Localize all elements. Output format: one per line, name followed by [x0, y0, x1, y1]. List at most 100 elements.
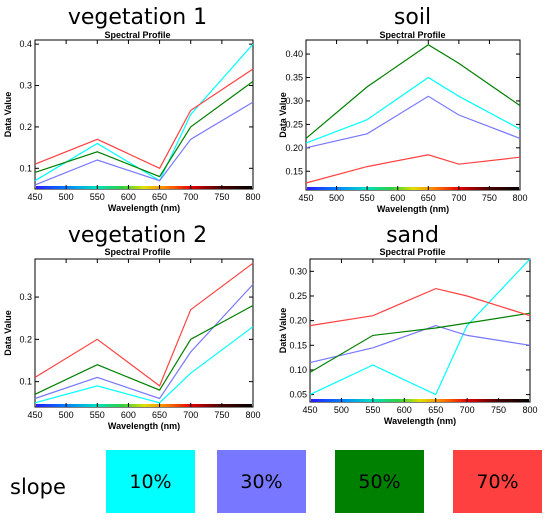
legend-swatch-50: 50% — [335, 450, 424, 513]
series-line-0 — [309, 258, 531, 396]
legend-swatch-70: 70% — [453, 450, 542, 513]
y-tick-label: 0.15 — [289, 340, 307, 350]
x-tick-label: 600 — [390, 193, 405, 203]
x-tick-label: 650 — [428, 405, 443, 415]
y-tick-label: 0.25 — [289, 291, 307, 301]
y-tick-label: 0.3 — [19, 81, 32, 91]
y-tick-label: 0.1 — [19, 163, 32, 173]
spectrum-bar — [36, 404, 252, 407]
x-tick-label: 600 — [121, 192, 136, 202]
chart-panel-vegetation-2: vegetation 2 Spectral Profile 0.1 0.2 0.3 4… — [0, 222, 275, 444]
chart-title: vegetation 2 — [67, 223, 208, 248]
y-tick-label: 0.2 — [19, 122, 32, 132]
x-tick-label: 500 — [59, 410, 74, 420]
x-tick-label: 700 — [183, 410, 198, 420]
chart-subtitle: Spectral Profile — [379, 30, 446, 40]
series-line-2 — [305, 43, 521, 139]
series-line-1 — [34, 283, 254, 400]
x-tick-label: 500 — [334, 405, 349, 415]
x-tick-label: 500 — [59, 192, 74, 202]
x-axis-label: Wavelength (nm) — [108, 421, 180, 431]
x-tick-label: 750 — [214, 410, 229, 420]
x-tick-label: 700 — [183, 192, 198, 202]
x-tick-label: 650 — [421, 193, 436, 203]
chart-title: sand — [386, 223, 439, 248]
legend-swatch-10: 10% — [106, 450, 195, 513]
x-tick-label: 550 — [360, 193, 375, 203]
y-tick-label: 0.10 — [289, 365, 307, 375]
y-tick-label: 0.1 — [19, 377, 32, 387]
series-line-3 — [309, 287, 531, 327]
x-tick-label: 800 — [245, 410, 260, 420]
x-tick-label: 800 — [512, 193, 527, 203]
y-tick-label: 0.25 — [285, 119, 303, 129]
x-tick-label: 500 — [329, 193, 344, 203]
x-tick-label: 750 — [491, 405, 506, 415]
y-axis-label: Data Value — [278, 308, 288, 354]
plot-frame — [305, 39, 521, 191]
series-line-1 — [309, 324, 531, 364]
series-line-2 — [34, 80, 254, 178]
y-tick-label: 0.2 — [19, 334, 32, 344]
series-line-3 — [305, 154, 521, 184]
x-tick-label: 600 — [397, 405, 412, 415]
chart-plot: 0.15 0.20 0.25 0.30 0.35 0.40 450 500 550 600 650 7… — [278, 39, 528, 214]
chart-subtitle: Spectral Profile — [104, 30, 171, 40]
legend-swatch-30: 30% — [217, 450, 306, 513]
chart-panel-vegetation-1: vegetation 1 Spectral Profile 0.1 0.2 0.3 0… — [0, 0, 275, 222]
x-tick-label: 450 — [298, 193, 313, 203]
x-tick-label: 550 — [90, 410, 105, 420]
x-tick-label: 450 — [27, 410, 42, 420]
y-tick-label: 0.3 — [19, 292, 32, 302]
x-tick-label: 750 — [214, 192, 229, 202]
legend-title: slope — [10, 475, 66, 499]
y-axis-label: Data Value — [3, 92, 13, 138]
x-tick-label: 800 — [522, 405, 537, 415]
y-tick-label: 0.40 — [285, 49, 303, 59]
series-line-3 — [34, 262, 254, 387]
chart-panel-soil: soil Spectral Profile 0.15 0.20 0.25 0.30 0.… — [275, 0, 550, 222]
y-tick-label: 0.30 — [289, 266, 307, 276]
x-tick-label: 750 — [482, 193, 497, 203]
series-line-0 — [34, 326, 254, 404]
y-tick-label: 0.20 — [289, 316, 307, 326]
chart-title: soil — [393, 5, 432, 30]
y-axis-label: Data Value — [278, 92, 288, 138]
x-tick-label: 550 — [365, 405, 380, 415]
x-tick-label: 450 — [27, 192, 42, 202]
x-tick-label: 650 — [152, 192, 167, 202]
plot-frame — [34, 258, 254, 408]
x-axis-label: Wavelength (nm) — [377, 204, 449, 214]
series-line-1 — [305, 95, 521, 149]
series-line-3 — [34, 68, 254, 170]
y-tick-label: 0.35 — [285, 73, 303, 83]
chart-plot: 0.05 0.10 0.15 0.20 0.25 0.30 450 500 550 600 650 7… — [278, 258, 538, 426]
chart-plot: 0.1 0.2 0.3 450 500 550 600 650 700 750 800 Wavelen… — [3, 258, 261, 431]
x-axis-label: Wavelength (nm) — [108, 203, 180, 213]
plot-frame — [34, 39, 254, 190]
x-tick-label: 550 — [90, 192, 105, 202]
chart-subtitle: Spectral Profile — [104, 247, 171, 257]
x-tick-label: 600 — [121, 410, 136, 420]
chart-panel-sand: sand Spectral Profile 0.05 0.10 0.15 0.20 0.… — [275, 222, 550, 444]
x-tick-label: 800 — [245, 192, 260, 202]
series-line-2 — [34, 304, 254, 395]
x-tick-label: 700 — [460, 405, 475, 415]
chart-title: vegetation 1 — [67, 5, 208, 30]
y-tick-label: 0.05 — [289, 390, 307, 400]
y-tick-label: 0.15 — [285, 166, 303, 176]
y-tick-label: 0.20 — [285, 143, 303, 153]
x-tick-label: 450 — [302, 405, 317, 415]
x-axis-label: Wavelength (nm) — [384, 416, 456, 426]
x-tick-label: 650 — [152, 410, 167, 420]
chart-subtitle: Spectral Profile — [379, 247, 446, 257]
series-line-2 — [309, 312, 531, 373]
spectrum-bar — [36, 186, 252, 189]
series-line-1 — [34, 101, 254, 186]
y-axis-label: Data Value — [3, 310, 13, 356]
x-tick-label: 700 — [451, 193, 466, 203]
y-tick-label: 0.4 — [19, 39, 32, 49]
spectrum-bar — [307, 187, 519, 190]
plot-frame — [309, 258, 531, 403]
spectrum-bar — [311, 399, 529, 402]
